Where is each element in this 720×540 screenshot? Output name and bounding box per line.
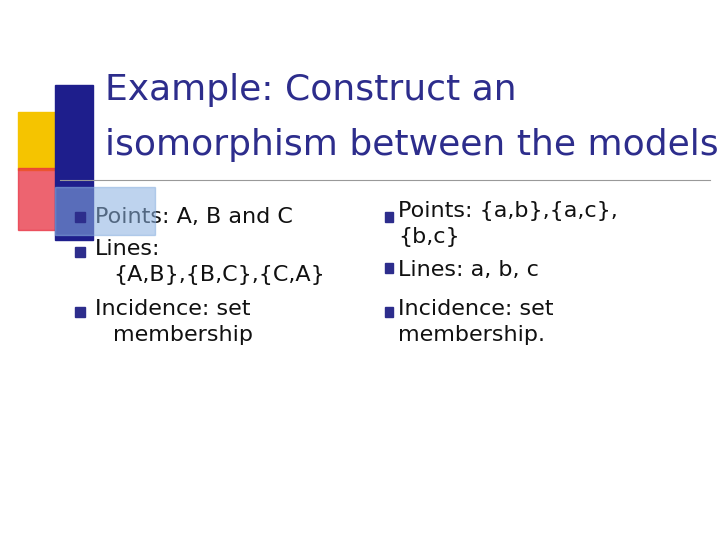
Bar (55, 85, 93, 240)
Bar (385, 263, 393, 273)
Text: Incidence: set: Incidence: set (398, 299, 554, 319)
Bar (18, 168, 73, 230)
Text: Incidence: set: Incidence: set (95, 299, 251, 319)
Text: Points: {a,b},{a,c},: Points: {a,b},{a,c}, (398, 201, 618, 221)
Bar (75, 212, 85, 222)
Bar (75, 307, 85, 317)
Bar (18, 112, 76, 170)
Text: membership.: membership. (398, 325, 545, 345)
Text: Example: Construct an: Example: Construct an (105, 73, 517, 107)
Text: membership: membership (113, 325, 253, 345)
Bar (55, 187, 155, 235)
Text: {A,B},{B,C},{C,A}: {A,B},{B,C},{C,A} (113, 265, 325, 285)
Text: Points: A, B and C: Points: A, B and C (95, 207, 293, 227)
Text: {b,c}: {b,c} (398, 227, 459, 247)
Text: isomorphism between the models: isomorphism between the models (105, 128, 719, 162)
Bar (385, 307, 393, 317)
Text: Lines: a, b, c: Lines: a, b, c (398, 260, 539, 280)
Text: Lines:: Lines: (95, 239, 161, 259)
Bar (75, 247, 85, 257)
Bar (385, 212, 393, 222)
